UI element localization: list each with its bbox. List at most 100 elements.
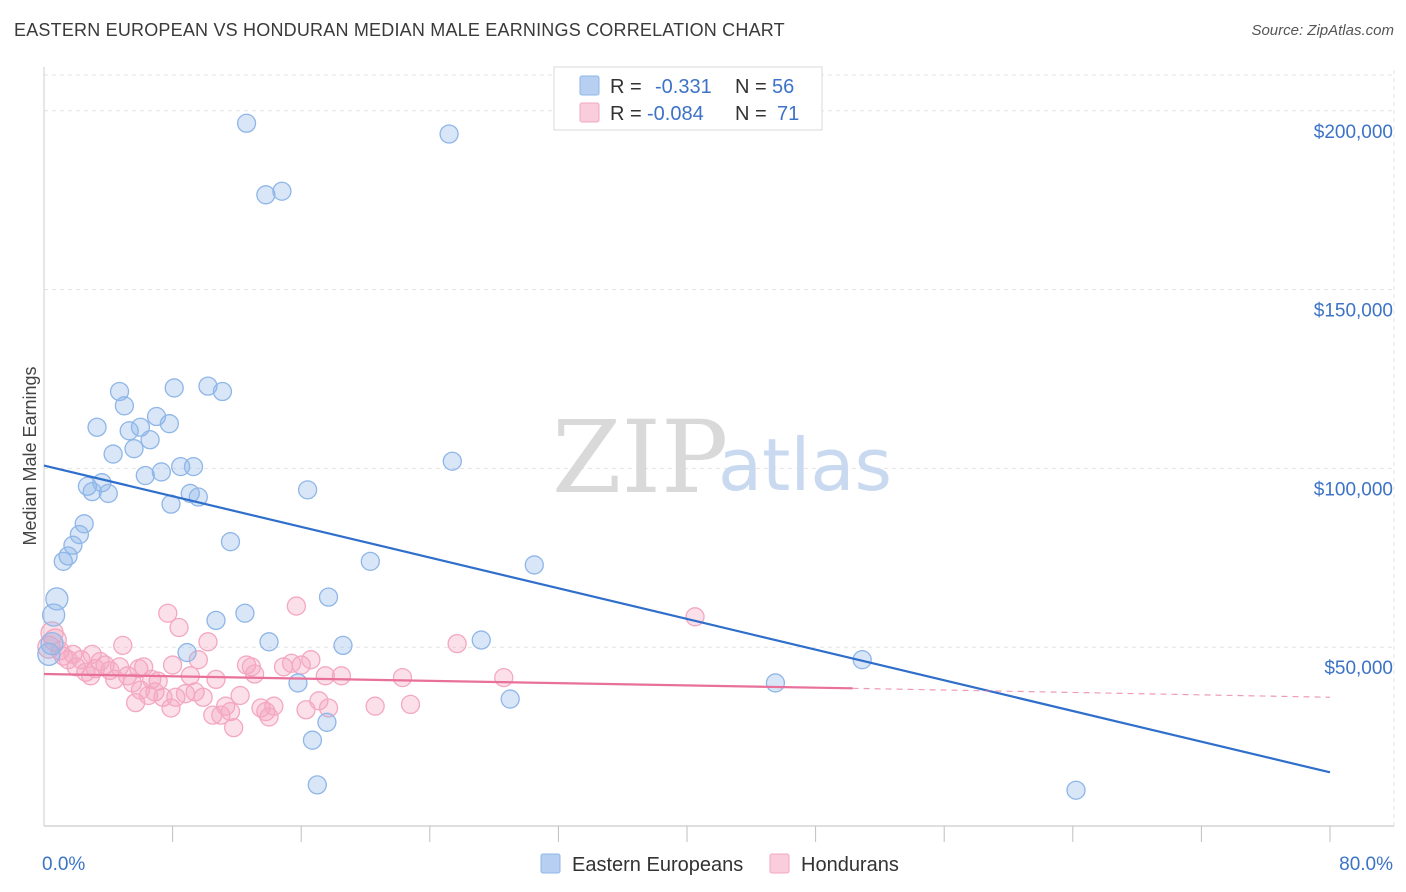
legend-r-value-eastern: -0.331 <box>655 76 712 98</box>
honduran-point <box>259 707 279 727</box>
eastern-point <box>109 381 130 402</box>
honduran-point <box>169 617 189 638</box>
correlation-legend: R = -0.331 N = 56 R = -0.084 N = 71 <box>553 66 823 131</box>
eastern-point <box>288 673 308 693</box>
eastern-trend-line <box>43 464 1331 774</box>
x-tick-label-1: 80.0% <box>1339 854 1393 875</box>
source-label: Source: ZipAtlas.com <box>1251 22 1394 39</box>
honduran-point <box>494 667 514 688</box>
honduran-point <box>309 691 329 711</box>
eastern-point <box>74 514 94 534</box>
eastern-point <box>333 635 353 656</box>
honduran-point <box>400 694 421 715</box>
y-tick-label-3: $200,000 <box>1314 122 1393 143</box>
series-swatch-eastern <box>540 853 561 874</box>
eastern-point <box>317 712 337 732</box>
eastern-point <box>471 630 491 650</box>
honduran-point <box>392 667 413 688</box>
honduran-point <box>158 603 178 623</box>
legend-r-value-honduran: -0.084 <box>647 103 704 125</box>
eastern-point <box>151 462 171 482</box>
honduran-trend-extension <box>852 687 1331 698</box>
eastern-point <box>439 124 459 144</box>
honduran-point <box>286 596 307 616</box>
honduran-point <box>188 650 208 670</box>
eastern-point <box>119 421 139 441</box>
eastern-point <box>164 378 184 398</box>
honduran-trend-line <box>43 672 853 690</box>
series-label-honduran: Hondurans <box>801 854 899 876</box>
honduran-point <box>130 680 151 700</box>
legend-n-label-eastern: N = <box>735 76 767 98</box>
honduran-point <box>82 644 102 664</box>
eastern-point <box>500 689 520 709</box>
legend-swatch-eastern <box>579 75 600 96</box>
eastern-point <box>442 451 462 471</box>
eastern-point <box>318 587 339 607</box>
eastern-point <box>198 376 218 396</box>
eastern-point <box>1066 780 1086 800</box>
honduran-point <box>331 666 352 686</box>
eastern-point <box>177 642 197 663</box>
y-tick-label-2: $150,000 <box>1314 301 1393 322</box>
honduran-point <box>244 664 265 684</box>
y-axis-label: Median Male Earnings <box>20 366 40 545</box>
honduran-point <box>224 718 244 738</box>
y-tick-labels: $50,000 $100,000 $150,000 $200,000 <box>1314 122 1393 679</box>
eastern-point <box>87 417 107 437</box>
eastern-point <box>307 775 327 795</box>
y-tick-label-0: $50,000 <box>1324 658 1393 679</box>
honduran-point <box>206 669 226 690</box>
honduran-point <box>264 696 284 716</box>
watermark: ZIP atlas <box>552 399 892 516</box>
eastern-point <box>63 535 83 555</box>
eastern-point <box>45 587 69 611</box>
eastern-point <box>220 532 241 552</box>
honduran-point <box>162 655 183 675</box>
eastern-point <box>114 396 135 416</box>
honduran-point <box>230 685 250 706</box>
honduran-point <box>193 687 213 707</box>
honduran-point <box>365 696 385 716</box>
honduran-point <box>161 698 181 718</box>
eastern-point <box>159 414 180 434</box>
series-legend: Eastern Europeans Hondurans <box>540 853 899 876</box>
axes <box>43 67 1394 842</box>
eastern-point <box>206 610 226 631</box>
eastern-point <box>69 524 90 545</box>
eastern-point <box>259 632 279 652</box>
eastern-point <box>58 546 78 566</box>
honduran-point <box>315 666 335 686</box>
eastern-point <box>135 465 155 486</box>
eastern-point <box>212 381 233 402</box>
honduran-point <box>318 698 339 718</box>
honduran-point <box>198 632 218 652</box>
eastern-point <box>765 673 786 693</box>
legend-n-value-eastern: 56 <box>772 76 794 98</box>
eastern-point <box>360 551 380 572</box>
honduran-point <box>220 701 241 722</box>
eastern-point <box>124 439 144 459</box>
x-tick-labels: 0.0% 80.0% <box>42 854 1393 875</box>
x-tick-label-0: 0.0% <box>42 854 85 875</box>
eastern-point <box>183 456 204 477</box>
eastern-point <box>297 480 318 500</box>
eastern-point <box>140 430 160 450</box>
honduran-point <box>281 653 302 673</box>
eastern-point <box>103 444 123 464</box>
series-swatch-honduran <box>769 853 790 874</box>
series-label-eastern: Eastern Europeans <box>572 854 743 876</box>
honduran-point <box>71 650 91 670</box>
legend-n-value-honduran: 71 <box>777 103 799 125</box>
eastern-point <box>302 730 323 750</box>
chart-title: EASTERN EUROPEAN VS HONDURAN MEDIAN MALE… <box>14 20 785 40</box>
eastern-points <box>37 113 1086 800</box>
eastern-point <box>235 603 255 623</box>
honduran-point <box>447 633 467 654</box>
trend-lines <box>43 464 1331 774</box>
eastern-point <box>524 555 544 575</box>
legend-swatch-honduran <box>579 102 600 123</box>
eastern-point <box>98 483 118 504</box>
honduran-point <box>113 635 133 656</box>
